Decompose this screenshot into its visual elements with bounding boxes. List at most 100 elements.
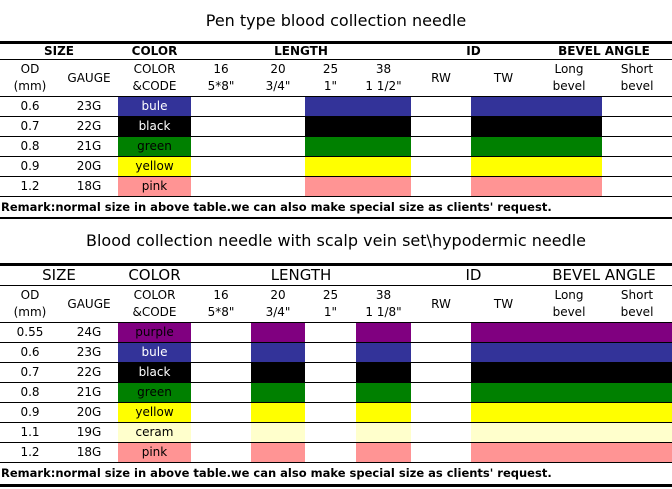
table1-remark: Remark:normal size in above table.we can… [0, 197, 672, 219]
swatch-cell [536, 343, 602, 362]
od-value: 0.9 [20, 405, 40, 419]
subheader-gauge: GAUGE [67, 70, 111, 85]
subheader-38: 38 1 1/2" [365, 62, 402, 93]
table-row: 0.9 20G yellow [0, 403, 672, 423]
swatch-cell [536, 157, 602, 176]
pen-type-needle-section: Pen type blood collection needle SIZE COL… [0, 0, 672, 219]
swatch-cell [191, 157, 251, 176]
subheader-16: 16 5*8" [207, 62, 235, 93]
swatch-cell [411, 157, 471, 176]
color-code-swatch: green [118, 137, 191, 156]
subheader-color: COLOR &CODE [132, 62, 177, 93]
group-header-color: COLOR [131, 44, 178, 58]
swatch-cell [305, 383, 356, 402]
od-value: 0.8 [20, 385, 40, 399]
table2: SIZE COLOR LENGTH ID BEVEL ANGLE OD (mm) GAUGE… [0, 263, 672, 487]
gauge-value: 22G [76, 119, 102, 133]
swatch-cell [471, 137, 536, 156]
subheader-20: 20 3/4" [265, 288, 291, 319]
table-row: 0.7 22G black [0, 363, 672, 383]
swatch-cell [536, 403, 602, 422]
swatch-cell [305, 157, 356, 176]
swatch-cell [536, 323, 602, 342]
swatch-cell [411, 403, 471, 422]
subheader-tw: TW [493, 70, 514, 85]
swatch-cell [251, 117, 305, 136]
swatch-cell [251, 323, 305, 342]
table-row: 0.55 24G purple [0, 323, 672, 343]
table2-title: Blood collection needle with scalp vein … [86, 231, 586, 250]
group-header-length: LENGTH [270, 266, 332, 284]
swatch-cell [471, 403, 536, 422]
swatch-cell [411, 117, 471, 136]
swatch-cell [602, 383, 672, 402]
gauge-value: 21G [76, 139, 102, 153]
swatch-cell [251, 177, 305, 196]
gauge-value: 20G [76, 159, 102, 173]
group-header-color: COLOR [128, 266, 181, 284]
swatch-cell [191, 177, 251, 196]
swatch-cell [536, 97, 602, 116]
gauge-value: 23G [76, 345, 102, 359]
color-code-swatch: bule [118, 343, 191, 362]
table-row: 0.7 22G black [0, 117, 672, 137]
swatch-cell [536, 383, 602, 402]
swatch-cell [305, 443, 356, 462]
swatch-cell [191, 363, 251, 382]
table1-title: Pen type blood collection needle [205, 11, 467, 30]
group-header-id: ID [466, 44, 481, 58]
swatch-cell [602, 323, 672, 342]
swatch-cell [471, 383, 536, 402]
gauge-value: 18G [76, 445, 102, 459]
gauge-value: 22G [76, 365, 102, 379]
group-header-length: LENGTH [274, 44, 328, 58]
subheader-38: 38 1 1/8" [365, 288, 402, 319]
table-row: 0.8 21G green [0, 383, 672, 403]
subheader-long: Long bevel [552, 288, 586, 319]
gauge-value: 19G [76, 425, 102, 439]
swatch-cell [251, 363, 305, 382]
table-row: 0.6 23G bule [0, 97, 672, 117]
subheader-od: OD (mm) [13, 288, 47, 319]
swatch-cell [471, 177, 536, 196]
swatch-cell [536, 177, 602, 196]
swatch-cell [251, 423, 305, 442]
swatch-cell [602, 97, 672, 116]
od-value: 0.9 [20, 159, 40, 173]
swatch-cell [602, 177, 672, 196]
swatch-cell [356, 383, 411, 402]
subheader-short: Short bevel [620, 62, 654, 93]
od-value: 1.1 [20, 425, 40, 439]
group-header-id: ID [465, 266, 482, 284]
swatch-cell [251, 443, 305, 462]
swatch-cell [411, 363, 471, 382]
swatch-cell [356, 137, 411, 156]
swatch-cell [602, 403, 672, 422]
color-code-swatch: black [118, 363, 191, 382]
swatch-cell [471, 363, 536, 382]
table-row: 1.2 18G pink [0, 177, 672, 197]
swatch-cell [356, 443, 411, 462]
color-code-swatch: purple [118, 323, 191, 342]
swatch-cell [471, 117, 536, 136]
swatch-cell [305, 363, 356, 382]
scalp-vein-needle-section: Blood collection needle with scalp vein … [0, 219, 672, 487]
swatch-cell [536, 443, 602, 462]
swatch-cell [536, 363, 602, 382]
swatch-cell [191, 443, 251, 462]
subheader-25: 25 1" [322, 288, 339, 319]
swatch-cell [251, 383, 305, 402]
color-code-swatch: black [118, 117, 191, 136]
swatch-cell [411, 97, 471, 116]
swatch-cell [602, 423, 672, 442]
subheader-rw: RW [431, 70, 451, 85]
swatch-cell [602, 117, 672, 136]
od-value: 0.7 [20, 365, 40, 379]
subheader-long: Long bevel [552, 62, 586, 93]
swatch-cell [411, 323, 471, 342]
swatch-cell [471, 157, 536, 176]
table1-group-header-row: SIZE COLOR LENGTH ID BEVEL ANGLE [0, 44, 672, 60]
table2-remark: Remark:normal size in above table.we can… [0, 463, 672, 487]
od-value: 1.2 [20, 179, 40, 193]
